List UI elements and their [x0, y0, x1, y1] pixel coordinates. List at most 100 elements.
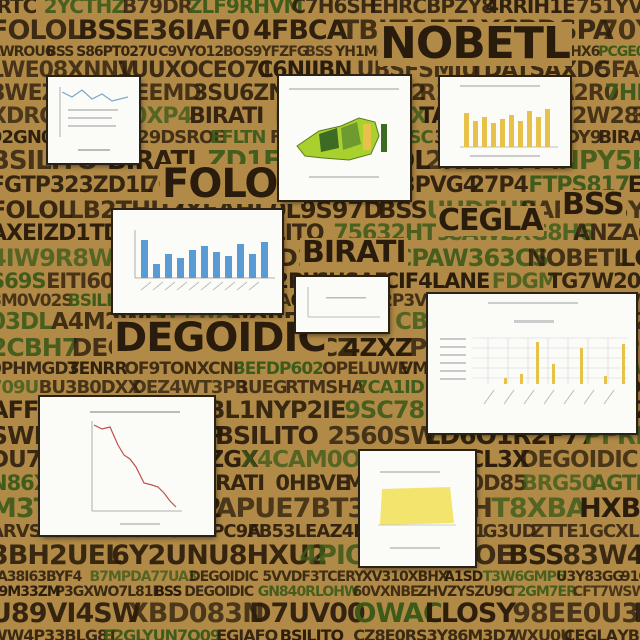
- background-letters: 27P4: [469, 173, 529, 198]
- background-letters: ZHVZYSZU9C: [417, 584, 513, 600]
- background-headline-word: BSS: [560, 187, 626, 222]
- background-letters: 4ZXZ: [343, 333, 413, 362]
- background-letters: 3ENRR: [67, 359, 128, 379]
- background-letters: 3EFDP602: [233, 359, 324, 379]
- background-letters: CFT7WSW9FS: [572, 584, 640, 600]
- chart-thumbnail-yellow-area: [360, 451, 475, 566]
- background-letters: FOLOL: [0, 196, 73, 224]
- background-letters: 2CBH7: [0, 333, 79, 362]
- background-letters: BRG50: [521, 471, 597, 495]
- background-letters: EGIAFO: [216, 626, 278, 640]
- background-letters: 5VVDF3TCERY: [262, 569, 364, 585]
- background-letters: OWAC: [353, 598, 443, 629]
- background-letters: 10OZGY: [637, 449, 640, 472]
- background-letters: U89VI4SW: [0, 598, 141, 629]
- background-letters: 3SU6ZN: [192, 81, 287, 106]
- background-letters: C9VYO12: [158, 44, 224, 60]
- background-letters: G3UD: [482, 521, 537, 542]
- background-letters: BSS: [46, 44, 74, 60]
- background-letters: BIRATI: [598, 127, 640, 148]
- background-letters: LGAZL: [620, 244, 640, 272]
- background-letters: 751YVAMNHOZ: [576, 0, 640, 18]
- background-letters: B79DR: [122, 0, 193, 18]
- background-letters: FOLOL: [0, 15, 84, 46]
- background-letters: X4CAM0OI7: [240, 447, 383, 473]
- chart-thumbnail-gold-bars-top: [440, 77, 570, 166]
- background-letters: 98EE0U3: [512, 598, 640, 629]
- background-letters: LWE08XNNV: [0, 58, 135, 83]
- background-letters: FGTP323ZD1L: [0, 173, 153, 198]
- area-chart-graphic: [378, 471, 456, 549]
- background-letters: DEZ4WT3PR: [131, 377, 249, 398]
- background-letters: 70YINC: [599, 15, 640, 46]
- background-letters: T2GM7ER: [508, 584, 577, 600]
- background-letters: AXEIZD1T: [0, 221, 105, 246]
- background-letters: EHRCBPZY8: [369, 0, 495, 18]
- background-letters: FB53LEA: [247, 521, 331, 542]
- map-graphic: [289, 88, 399, 178]
- background-letters: RTMSHA: [285, 377, 365, 398]
- background-letters: T3W6GMP6: [482, 569, 566, 585]
- background-letters: DEGOIDIC: [188, 569, 259, 585]
- bar-chart-graphic: [134, 230, 275, 291]
- background-letters: 2560SW: [327, 421, 438, 450]
- background-letters: BU3B0DXX: [38, 377, 142, 398]
- bar-chart-graphic: [460, 85, 558, 157]
- background-letters: 7CA1ID: [355, 377, 425, 398]
- background-letters: T9M33ZM: [0, 584, 61, 600]
- background-letters: 3BH2UEL: [0, 540, 122, 571]
- background-letters: EFLTN: [210, 127, 266, 148]
- bar-chart-graphic: [440, 302, 628, 405]
- background-letters: P3GXWO7L81L: [54, 584, 162, 600]
- background-letters: 0PHMGDT: [0, 359, 79, 379]
- chart-thumbnail-map: [279, 76, 410, 200]
- background-letters: 7HLO6Z5PO3: [604, 81, 640, 106]
- background-letters: IRTC: [0, 0, 37, 18]
- background-letters: ZTTE1GCXL5: [531, 521, 640, 542]
- background-letters: 8M0V02S: [0, 291, 74, 311]
- background-letters: EA3AS: [627, 173, 640, 198]
- background-letters: DEGOIDIC: [184, 584, 254, 600]
- background-letters: BIRATI: [188, 104, 264, 129]
- background-letters: XBD083N: [127, 598, 265, 629]
- background-letters: 0RLOHW: [296, 584, 359, 600]
- background-letters: 0HBVE: [275, 471, 349, 495]
- chart-thumbnail-line-small: [48, 77, 139, 163]
- background-letters: T8XBA: [491, 493, 586, 524]
- background-letters: BOS9YFZFG: [223, 44, 308, 60]
- chart-thumbnail-red-line: [40, 397, 214, 535]
- line-chart-graphic: [307, 287, 380, 318]
- background-letters: BSILITO: [215, 421, 319, 450]
- background-letters: U3Y83GG: [556, 569, 624, 585]
- background-letters: 83W4: [562, 540, 640, 571]
- background-letters: YH1M6: [335, 44, 386, 60]
- chart-thumbnail-blue-bars: [113, 210, 282, 313]
- background-letters: 03DL: [0, 309, 53, 335]
- background-letters: CIF4LANE: [383, 269, 491, 293]
- background-letters: WW4P33BLG8T: [0, 626, 118, 640]
- background-letters: 4RRIH1E: [485, 0, 575, 18]
- line-chart-graphic: [90, 411, 182, 525]
- background-letters: ZLF9RHVM: [188, 0, 303, 18]
- background-letters: WXU0U: [510, 626, 573, 640]
- background-headline-word: NOBETL: [378, 18, 572, 69]
- background-letters: AWROU6: [0, 44, 54, 60]
- background-letters: DLTD8YS2: [633, 600, 640, 627]
- background-letters: AGTHI0C: [590, 471, 640, 495]
- background-letters: 91GA: [620, 569, 640, 585]
- background-letters: DEGOIDIC: [519, 447, 638, 473]
- background-letters: C7H6SH: [291, 0, 376, 18]
- background-letters: 2BL1NYP2IE: [191, 396, 346, 424]
- background-letters: OPELUWE: [322, 359, 409, 379]
- background-letters: HXBZ9: [579, 493, 640, 524]
- background-headline-word: BIRATI: [300, 235, 408, 270]
- background-letters: 3UEG: [236, 377, 287, 398]
- line-chart-graphic: [59, 87, 129, 151]
- background-letters: BSS: [508, 540, 564, 571]
- background-letters: FDGM: [491, 269, 559, 293]
- background-letters: XV310XBHX: [361, 569, 449, 585]
- background-letters: BSS: [305, 44, 333, 60]
- background-letters: CZ8E0RS3: [353, 626, 438, 640]
- background-letters: 3NOIM7: [631, 104, 640, 129]
